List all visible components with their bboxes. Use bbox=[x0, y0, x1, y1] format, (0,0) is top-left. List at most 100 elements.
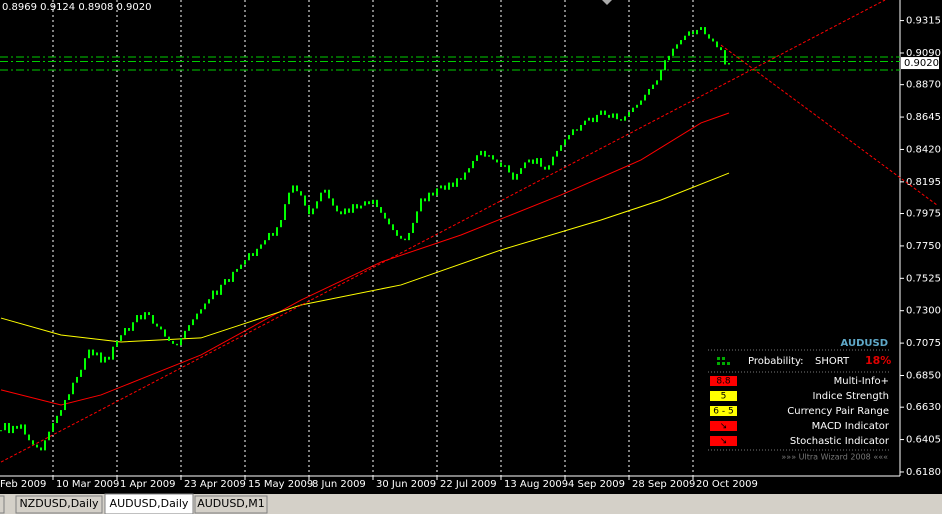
candle bbox=[156, 323, 158, 327]
candle bbox=[88, 349, 90, 359]
candle bbox=[56, 415, 58, 424]
tab-label[interactable]: AUDUSD,M1 bbox=[197, 497, 265, 510]
candle bbox=[728, 63, 730, 65]
candle bbox=[308, 205, 310, 215]
candle bbox=[588, 117, 590, 121]
candle bbox=[460, 178, 462, 180]
tab[interactable] bbox=[0, 495, 5, 514]
candle bbox=[116, 340, 118, 347]
candle bbox=[432, 192, 434, 196]
candle bbox=[180, 338, 182, 346]
candle bbox=[556, 150, 558, 157]
candle bbox=[492, 155, 494, 160]
candle bbox=[704, 27, 706, 35]
candle bbox=[712, 38, 714, 42]
ohlc-header: 0.8969 0.9124 0.8908 0.9020 bbox=[2, 2, 152, 13]
panel-badge bbox=[710, 391, 737, 401]
moving-average bbox=[0, 112, 730, 406]
tab-label[interactable]: AUDUSD,Daily bbox=[110, 497, 189, 510]
candle bbox=[16, 425, 18, 429]
candle bbox=[236, 268, 238, 272]
candle bbox=[36, 444, 38, 448]
candle bbox=[368, 201, 370, 205]
candle bbox=[456, 178, 458, 187]
candle bbox=[60, 410, 62, 416]
y-tick-label: 0.8420 bbox=[906, 144, 941, 155]
candle bbox=[264, 240, 266, 245]
candle bbox=[12, 425, 14, 434]
panel-symbol: AUDUSD bbox=[841, 338, 888, 349]
candle bbox=[320, 192, 322, 202]
candle bbox=[444, 185, 446, 190]
candle bbox=[100, 352, 102, 363]
candle bbox=[52, 423, 54, 432]
panel-badge bbox=[710, 436, 737, 446]
candle bbox=[120, 335, 122, 341]
candle bbox=[24, 424, 26, 435]
panel-badge-text: 5 bbox=[721, 392, 727, 402]
y-tick-label: 0.7525 bbox=[906, 273, 941, 284]
candle bbox=[628, 112, 630, 117]
candle bbox=[96, 352, 98, 356]
panel-badge-text: 6 - 5 bbox=[713, 407, 733, 417]
panel-row-label: Currency Pair Range bbox=[787, 406, 889, 417]
candle bbox=[124, 327, 126, 336]
candle bbox=[204, 303, 206, 310]
y-tick-label: 0.6180 bbox=[906, 467, 941, 478]
y-tick-label: 0.7300 bbox=[906, 306, 941, 317]
candle bbox=[332, 198, 334, 206]
candle bbox=[416, 211, 418, 223]
tab[interactable] bbox=[15, 495, 103, 514]
candle bbox=[464, 172, 466, 180]
candle bbox=[668, 55, 670, 61]
panel-icon bbox=[717, 362, 720, 365]
candle bbox=[388, 218, 390, 225]
candle bbox=[568, 135, 570, 140]
y-tick-label: 0.7075 bbox=[906, 338, 941, 349]
candle bbox=[500, 162, 502, 167]
candle bbox=[472, 160, 474, 169]
tab[interactable] bbox=[194, 495, 268, 514]
candle bbox=[184, 330, 186, 339]
panel-badge bbox=[710, 421, 737, 431]
candle bbox=[512, 172, 514, 180]
candle bbox=[192, 319, 194, 326]
candle bbox=[300, 191, 302, 196]
candle bbox=[532, 159, 534, 164]
chart-background bbox=[0, 0, 942, 494]
candle bbox=[620, 119, 622, 121]
candle bbox=[76, 376, 78, 383]
x-tick-label: 30 Jun 2009 bbox=[376, 479, 436, 490]
y-tick-label: 0.8870 bbox=[906, 80, 941, 91]
candle bbox=[544, 166, 546, 170]
candle bbox=[104, 356, 106, 363]
candle bbox=[44, 440, 46, 451]
tab[interactable] bbox=[104, 493, 194, 514]
y-tick-label: 0.6405 bbox=[906, 435, 941, 446]
candle bbox=[176, 343, 178, 346]
candle bbox=[540, 158, 542, 167]
candle bbox=[580, 124, 582, 131]
candle bbox=[600, 110, 602, 115]
x-tick-label: 8 Jun 2009 bbox=[312, 479, 366, 490]
candle bbox=[144, 312, 146, 320]
candle bbox=[248, 253, 250, 261]
candle bbox=[652, 84, 654, 89]
candle bbox=[380, 207, 382, 213]
candle bbox=[716, 41, 718, 48]
candle bbox=[112, 346, 114, 360]
x-tick-label: 13 Aug 2009 bbox=[504, 479, 568, 490]
tab-label[interactable]: NZDUSD,Daily bbox=[19, 497, 99, 510]
candle bbox=[8, 423, 10, 434]
candle bbox=[528, 159, 530, 163]
candle bbox=[648, 88, 650, 95]
candle bbox=[220, 284, 222, 295]
candle bbox=[48, 431, 50, 441]
y-tick-label: 0.7975 bbox=[906, 209, 941, 220]
candle bbox=[724, 50, 726, 65]
y-tick-label: 0.6630 bbox=[906, 402, 941, 413]
panel-row-label: Multi-Info+ bbox=[834, 376, 889, 387]
candle bbox=[32, 440, 34, 445]
candle bbox=[232, 271, 234, 282]
candle bbox=[328, 189, 330, 199]
